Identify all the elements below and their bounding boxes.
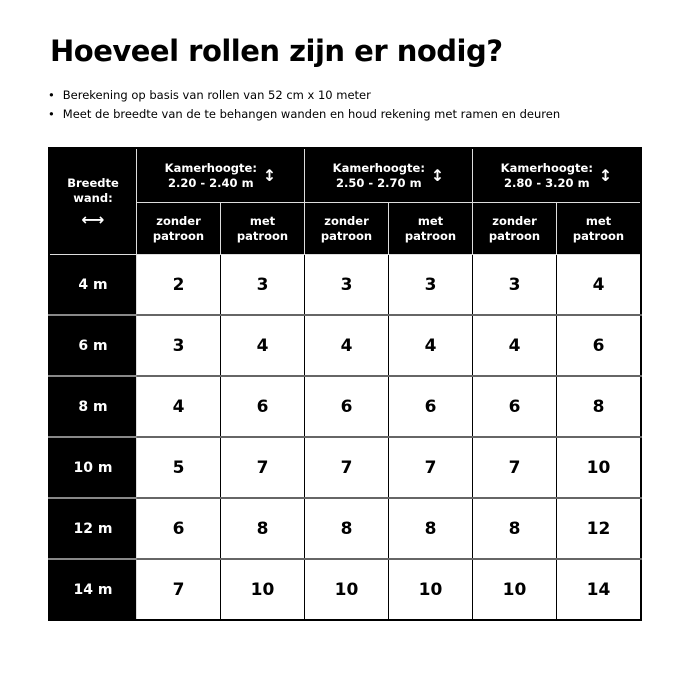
width-header-label: Breedte (67, 176, 119, 190)
vertical-arrow-icon: ↕ (598, 165, 613, 185)
rolls-cell: 3 (388, 254, 473, 316)
sub-label: patroon (236, 228, 289, 243)
width-header-label: wand: (73, 191, 113, 205)
sub-label: met (417, 213, 444, 228)
subheader-zonder-patroon: zonder patroon (136, 202, 221, 255)
table-row: 12 m 6 8 8 8 8 12 (49, 497, 642, 560)
group-label: Kamerhoogte: (164, 160, 257, 175)
subheader-met-patroon: met patroon (556, 202, 642, 255)
height-group-header: Kamerhoogte: 2.50 - 2.70 m ↕ (304, 147, 473, 203)
table-row: 14 m 7 10 10 10 10 14 (49, 558, 642, 620)
group-range: 2.80 - 3.20 m (504, 175, 590, 190)
subheader-met-patroon: met patroon (388, 202, 473, 255)
wall-width-cell: 12 m (49, 498, 137, 560)
height-group-header: Kamerhoogte: 2.80 - 3.20 m ↕ (472, 147, 642, 203)
page-title: Hoeveel rollen zijn er nodig? (50, 34, 503, 68)
rolls-cell: 7 (304, 436, 389, 499)
rolls-cell: 10 (304, 558, 389, 620)
table-row: 10 m 5 7 7 7 7 10 (49, 436, 642, 499)
sub-label: patroon (488, 228, 541, 243)
group-range: 2.20 - 2.40 m (168, 175, 254, 190)
sub-label: patroon (404, 228, 457, 243)
rolls-cell: 6 (304, 375, 389, 438)
wall-width-cell: 6 m (49, 315, 137, 377)
sub-label: patroon (572, 228, 625, 243)
rolls-cell: 7 (136, 558, 221, 620)
group-label: Kamerhoogte: (332, 160, 425, 175)
rolls-cell: 12 (556, 497, 642, 560)
rolls-cell: 10 (388, 558, 473, 620)
sub-label: met (249, 213, 276, 228)
vertical-arrow-icon: ↕ (262, 165, 277, 185)
rolls-cell: 10 (472, 558, 557, 620)
rolls-cell: 2 (136, 254, 221, 316)
subheader-zonder-patroon: zonder patroon (304, 202, 389, 255)
rolls-cell: 5 (136, 436, 221, 499)
wall-width-cell: 10 m (49, 437, 137, 499)
rolls-cell: 7 (388, 436, 473, 499)
rolls-cell: 6 (472, 375, 557, 438)
rolls-cell: 6 (556, 314, 642, 377)
sub-label: zonder (324, 213, 369, 228)
rolls-cell: 7 (472, 436, 557, 499)
subheader-zonder-patroon: zonder patroon (472, 202, 557, 255)
rolls-cell: 3 (304, 254, 389, 316)
rolls-cell: 6 (388, 375, 473, 438)
rolls-table: Breedte wand: ⟷ Kamerhoogte: 2.20 - 2.40 … (48, 147, 642, 621)
info-bullet: Meet de breedte van de te behangen wande… (48, 105, 560, 124)
info-list: Berekening op basis van rollen van 52 cm… (48, 86, 560, 124)
wall-width-cell: 14 m (49, 559, 137, 620)
subheader-met-patroon: met patroon (220, 202, 305, 255)
height-group-header: Kamerhoogte: 2.20 - 2.40 m ↕ (136, 147, 305, 203)
sub-label: patroon (152, 228, 205, 243)
horizontal-arrow-icon: ⟷ (81, 210, 105, 229)
rolls-cell: 8 (472, 497, 557, 560)
rolls-cell: 4 (136, 375, 221, 438)
rolls-cell: 8 (556, 375, 642, 438)
rolls-cell: 7 (220, 436, 305, 499)
rolls-cell: 6 (220, 375, 305, 438)
group-range: 2.50 - 2.70 m (336, 175, 422, 190)
rolls-cell: 4 (304, 314, 389, 377)
rolls-cell: 4 (388, 314, 473, 377)
rolls-cell: 3 (220, 254, 305, 316)
sub-label: zonder (156, 213, 201, 228)
rolls-cell: 8 (304, 497, 389, 560)
rolls-cell: 10 (220, 558, 305, 620)
rolls-cell: 14 (556, 558, 642, 620)
sub-label: met (585, 213, 612, 228)
rolls-cell: 4 (472, 314, 557, 377)
rolls-cell: 8 (388, 497, 473, 560)
rolls-cell: 3 (472, 254, 557, 316)
rolls-cell: 3 (136, 314, 221, 377)
sub-label: patroon (320, 228, 373, 243)
info-bullet: Berekening op basis van rollen van 52 cm… (48, 86, 560, 105)
wall-width-cell: 4 m (49, 254, 137, 316)
rolls-cell: 4 (556, 254, 642, 316)
rolls-cell: 6 (136, 497, 221, 560)
sub-label: zonder (492, 213, 537, 228)
vertical-arrow-icon: ↕ (430, 165, 445, 185)
width-header: Breedte wand: ⟷ (49, 148, 137, 255)
group-label: Kamerhoogte: (500, 160, 593, 175)
rolls-cell: 10 (556, 436, 642, 499)
rolls-cell: 8 (220, 497, 305, 560)
wall-width-cell: 8 m (49, 376, 137, 438)
rolls-cell: 4 (220, 314, 305, 377)
